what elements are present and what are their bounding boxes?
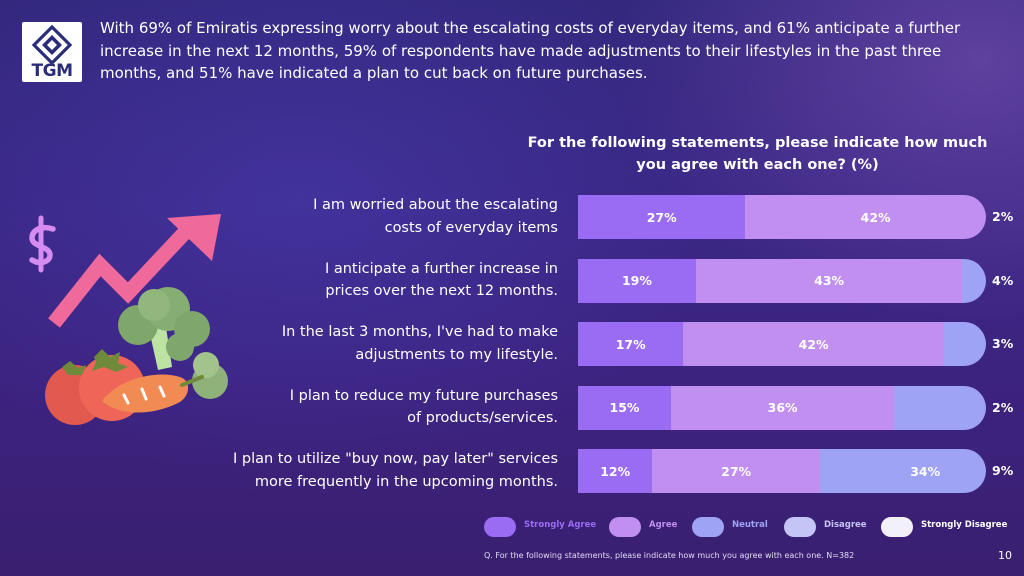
bar-segment-agree: 43% (695, 258, 963, 303)
legend-label: Disagree (824, 520, 867, 530)
bar-segment-neutral: 36% (894, 385, 986, 430)
stacked-bar: 19%43%29%6% (578, 258, 986, 303)
statement-line: I plan to utilize "buy now, pay later" s… (233, 451, 558, 467)
stacked-bar: 12%27%34%18% (578, 449, 986, 493)
trend-up-arrow-icon (48, 214, 221, 328)
bar-segment-neutral: 29% (962, 258, 986, 303)
bar-segment-agree: 27% (652, 449, 820, 493)
segment-value-label: 15% (609, 400, 640, 415)
legend-swatch (484, 517, 516, 537)
legend-label: Strongly Agree (524, 520, 597, 530)
statement-line: more frequently in the upcoming months. (254, 473, 558, 490)
headline: With 69% of Emiratis expressing worry ab… (100, 19, 961, 82)
stacked-bar: 17%42%28%10% (578, 322, 986, 366)
segment-value-label: 2% (992, 209, 1014, 224)
broccoli-icon (118, 287, 210, 370)
bar-segment-agree: 42% (683, 322, 944, 366)
statement-line: I plan to reduce my future purchases (289, 387, 558, 404)
bar-segment-strongly-agree: 12% (578, 449, 653, 493)
statement-label: I anticipate a further increase in prices… (190, 258, 558, 303)
legend-swatch (692, 517, 724, 537)
segment-value-label: 43% (814, 273, 845, 288)
tgm-logo-mark (31, 24, 73, 66)
statement-line: I anticipate a further increase in (324, 260, 558, 277)
bar-segment-strongly-agree: 15% (578, 385, 671, 430)
segment-value-label: 27% (646, 209, 677, 225)
stacked-bar: 27%42%22%7% (578, 195, 986, 239)
price-rise-illustration (29, 214, 228, 425)
bar-segment-strongly-agree: 17% (578, 322, 684, 366)
segment-value-label: 3% (992, 336, 1014, 351)
segment-value-label: 42% (860, 209, 891, 225)
bar-segment-strongly-agree: 27% (578, 195, 746, 239)
statement-line: adjustments to my lifestyle. (355, 346, 558, 363)
logo-text: TGM (31, 61, 73, 81)
legend-swatch (784, 517, 816, 537)
segment-value-label: 42% (798, 336, 829, 352)
segment-value-label: 9% (992, 463, 1014, 478)
bar-segment-agree: 42% (745, 195, 986, 239)
segment-value-label: 12% (600, 463, 631, 479)
segment-value-label: 4% (992, 272, 1014, 288)
segment-value-label: 34% (910, 463, 941, 479)
tgm-logo: TGM (22, 22, 82, 82)
carrot-icon (102, 352, 228, 413)
statement-line: I am worried about the escalating (313, 197, 558, 213)
legend-label: Strongly Disagree (921, 520, 1008, 530)
legend-label: Agree (649, 520, 678, 530)
statement-line: costs of everyday items (384, 219, 558, 236)
bar-segment-strongly-agree: 19% (578, 258, 696, 303)
statement-line: of products/services. (407, 410, 558, 426)
statement-label: I plan to utilize "buy now, pay later" s… (190, 448, 558, 493)
bar-segment-agree: 36% (671, 385, 895, 430)
statement-label: I am worried about the escalating costs o… (190, 194, 558, 239)
legend-swatch (609, 517, 641, 537)
statement-label: I plan to reduce my future purchases of p… (190, 385, 558, 430)
segment-value-label: 27% (721, 463, 752, 479)
legend-swatch (881, 517, 913, 537)
segment-value-label: 36% (767, 400, 798, 415)
segment-value-label: 19% (621, 273, 652, 288)
bar-segment-neutral: 34% (819, 449, 986, 493)
survey-footnote: Q. For the following statements, please … (484, 551, 855, 560)
statement-line: In the last 3 months, I've had to make (281, 324, 558, 340)
page-number: 10 (998, 549, 1012, 562)
stacked-bar: 15%36%36%12% (578, 385, 986, 430)
bar-segment-neutral: 28% (943, 322, 986, 366)
dollar-sign-icon (29, 215, 56, 273)
segment-value-label: 17% (615, 336, 646, 352)
chart-title: For the following statements, please ind… (527, 135, 988, 173)
segment-value-label: 2% (992, 399, 1014, 415)
statement-line: prices over the next 12 months. (325, 283, 558, 299)
statement-label: In the last 3 months, I've had to make ad… (190, 321, 558, 366)
legend-label: Neutral (732, 520, 768, 530)
